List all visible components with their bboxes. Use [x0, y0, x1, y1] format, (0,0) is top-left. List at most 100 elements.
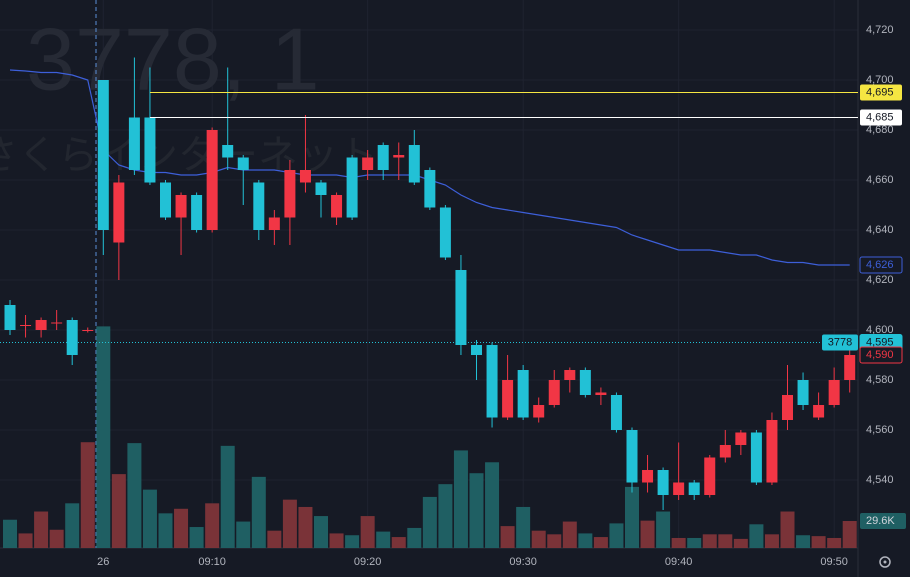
candle-body [455, 270, 467, 345]
volume-bar [562, 521, 577, 548]
x-tick-label: 09:10 [198, 556, 226, 568]
candle-body [51, 322, 63, 324]
volume-bar [49, 529, 64, 548]
candle-body [346, 157, 358, 218]
candle-body [4, 305, 16, 330]
price-tag [859, 256, 903, 274]
candle-body [595, 392, 607, 395]
symbol-tag-label: 3778 [828, 336, 852, 348]
candle-body [439, 207, 451, 258]
volume-bar [485, 462, 500, 548]
volume-bar [236, 521, 251, 548]
candle-body [66, 320, 78, 355]
volume-bar [516, 506, 531, 548]
volume-bar [174, 508, 189, 548]
candle-body [393, 155, 405, 158]
volume-tag [860, 513, 906, 530]
candle-body [424, 170, 436, 208]
volume-bar [391, 537, 406, 548]
volume-bar [360, 516, 375, 548]
volume-bar [314, 516, 328, 548]
candle-body [113, 182, 125, 243]
volume-bar [438, 484, 453, 548]
candle-body [222, 145, 234, 158]
y-tick-label: 4,620 [866, 274, 894, 286]
volume-bar [422, 496, 437, 548]
price-tag-label: 4,685 [866, 111, 894, 123]
candle-body [735, 432, 747, 445]
y-tick-label: 4,560 [866, 424, 894, 436]
y-tick-label: 4,600 [866, 324, 894, 336]
y-tick-label: 4,580 [866, 374, 894, 386]
candle-body [844, 355, 856, 380]
price-tag-label: 4,695 [866, 86, 894, 98]
candle-body [20, 325, 32, 326]
volume-bar [345, 535, 360, 548]
candle-body [657, 470, 669, 495]
volume-bar [640, 520, 655, 548]
volume-tag-label: 29.6K [866, 515, 895, 527]
price-tag [859, 346, 903, 364]
volume-bar [702, 534, 717, 548]
volume-bar [220, 445, 235, 548]
candle-body [471, 345, 482, 355]
y-tick-label: 4,680 [866, 124, 894, 136]
price-tag [860, 109, 902, 126]
candle-body [377, 145, 389, 170]
volume-bar [842, 521, 857, 548]
candle-body [191, 195, 203, 230]
candle-body [315, 182, 327, 195]
candle-body [579, 370, 591, 395]
y-tick-label: 4,660 [866, 174, 894, 186]
candle-body [766, 420, 778, 483]
volume-bar [671, 537, 686, 548]
volume-bar [469, 473, 484, 548]
candle-body [284, 170, 296, 218]
volume-bar [376, 531, 391, 548]
volume-bar [780, 511, 795, 548]
watermark: 3778, 1 [26, 9, 320, 108]
candle-body [128, 117, 140, 170]
volume-bar [531, 530, 546, 548]
volume-bar [733, 538, 748, 548]
candle-body [237, 157, 249, 170]
x-tick-label: 09:30 [509, 556, 537, 568]
candle-body [610, 395, 622, 430]
volume-bar [96, 326, 111, 548]
volume-bar [127, 443, 142, 548]
candle-body [626, 430, 638, 483]
candle-body [517, 370, 529, 418]
x-tick-label: 09:40 [665, 556, 693, 568]
candle-body [268, 217, 280, 230]
candle-body [299, 170, 311, 183]
volume-bar [80, 442, 95, 548]
candle-body [502, 380, 514, 418]
price-tag-label: 4,626 [866, 259, 894, 271]
candle-body [750, 432, 762, 483]
candle-body [797, 380, 809, 405]
volume-bar [453, 450, 468, 548]
volume-bar [749, 524, 764, 548]
settings-icon[interactable] [879, 556, 891, 568]
volume-bar [687, 537, 702, 548]
candle-body [97, 80, 109, 230]
volume-bar [34, 511, 49, 548]
candle-body [331, 195, 343, 218]
volume-bar [609, 523, 624, 548]
x-tick-label: 26 [97, 556, 109, 568]
candle-body [828, 380, 840, 405]
volume-bar [500, 526, 515, 548]
price-tag [860, 84, 902, 101]
volume-bar [189, 527, 204, 548]
volume-bar [827, 537, 842, 548]
volume-bar [267, 530, 282, 548]
volume-bar [205, 503, 220, 548]
candle-body [408, 145, 420, 183]
candle-body [688, 482, 700, 495]
candle-body [642, 470, 654, 483]
volume-bar [718, 534, 733, 548]
volume-bar [282, 499, 297, 548]
volume-bar [547, 534, 562, 548]
volume-bar [578, 533, 593, 548]
